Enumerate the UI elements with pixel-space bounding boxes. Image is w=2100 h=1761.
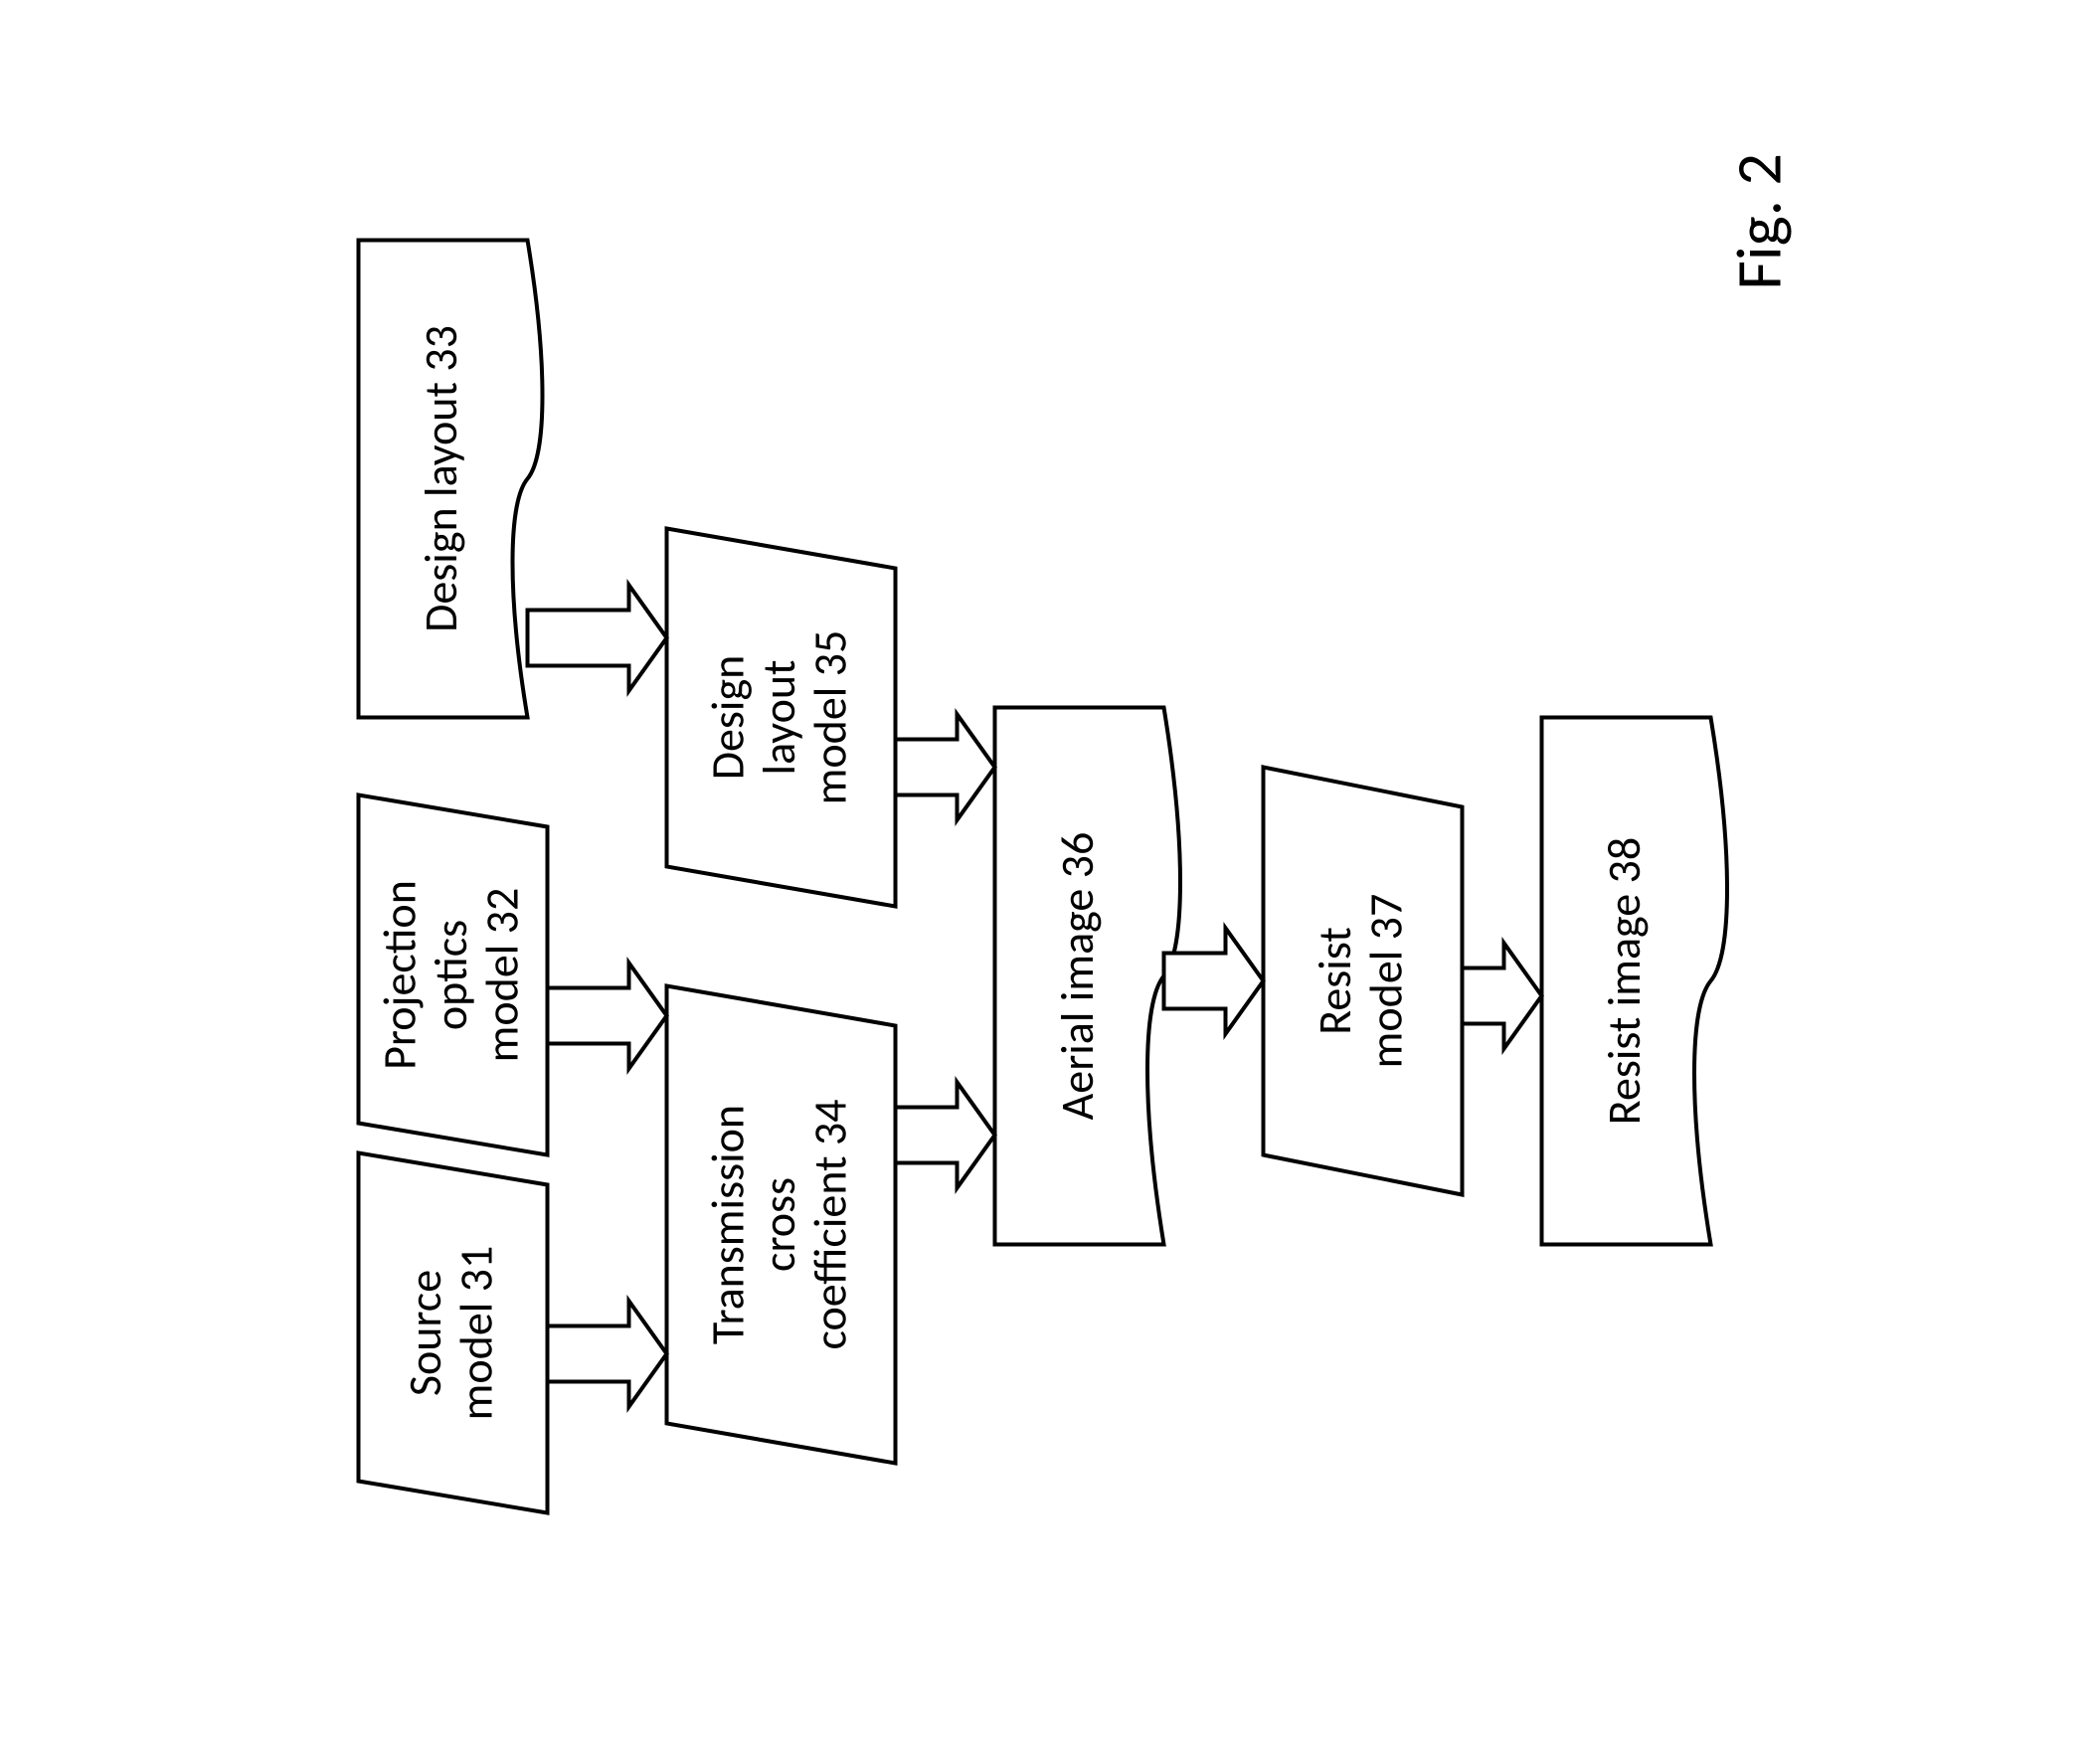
node-n34: Transmissioncrosscoefficient 34 — [667, 986, 896, 1464]
edge-n35-n36 — [896, 714, 995, 819]
edge-n36-n37 — [1164, 928, 1264, 1033]
node-label-n33: Design layout 33 — [414, 325, 469, 632]
edge-n32-n34 — [548, 963, 667, 1068]
node-label-n31: Sourcemodel 31 — [398, 1246, 505, 1421]
edge-n37-n38 — [1463, 943, 1542, 1048]
node-n37: Resistmodel 37 — [1264, 768, 1463, 1195]
edge-n31-n34 — [548, 1301, 667, 1406]
node-n35: Designlayoutmodel 35 — [667, 529, 896, 907]
node-n33: Design layout 33 — [359, 241, 543, 718]
node-label-n38: Resist image 38 — [1597, 837, 1653, 1125]
figure-caption: Fig. 2 — [1721, 153, 1799, 289]
flowchart-root: Sourcemodel 31 Projectionopticsmodel 32 De… — [359, 153, 1799, 1512]
node-n36: Aerial image 36 — [995, 708, 1181, 1245]
edge-n34-n36 — [896, 1082, 995, 1187]
node-n38: Resist image 38 — [1542, 718, 1728, 1245]
node-n32: Projectionopticsmodel 32 — [359, 795, 548, 1155]
edge-n33-n35 — [528, 585, 667, 690]
node-label-n36: Aerial image 36 — [1050, 832, 1106, 1121]
node-n31: Sourcemodel 31 — [359, 1153, 548, 1513]
